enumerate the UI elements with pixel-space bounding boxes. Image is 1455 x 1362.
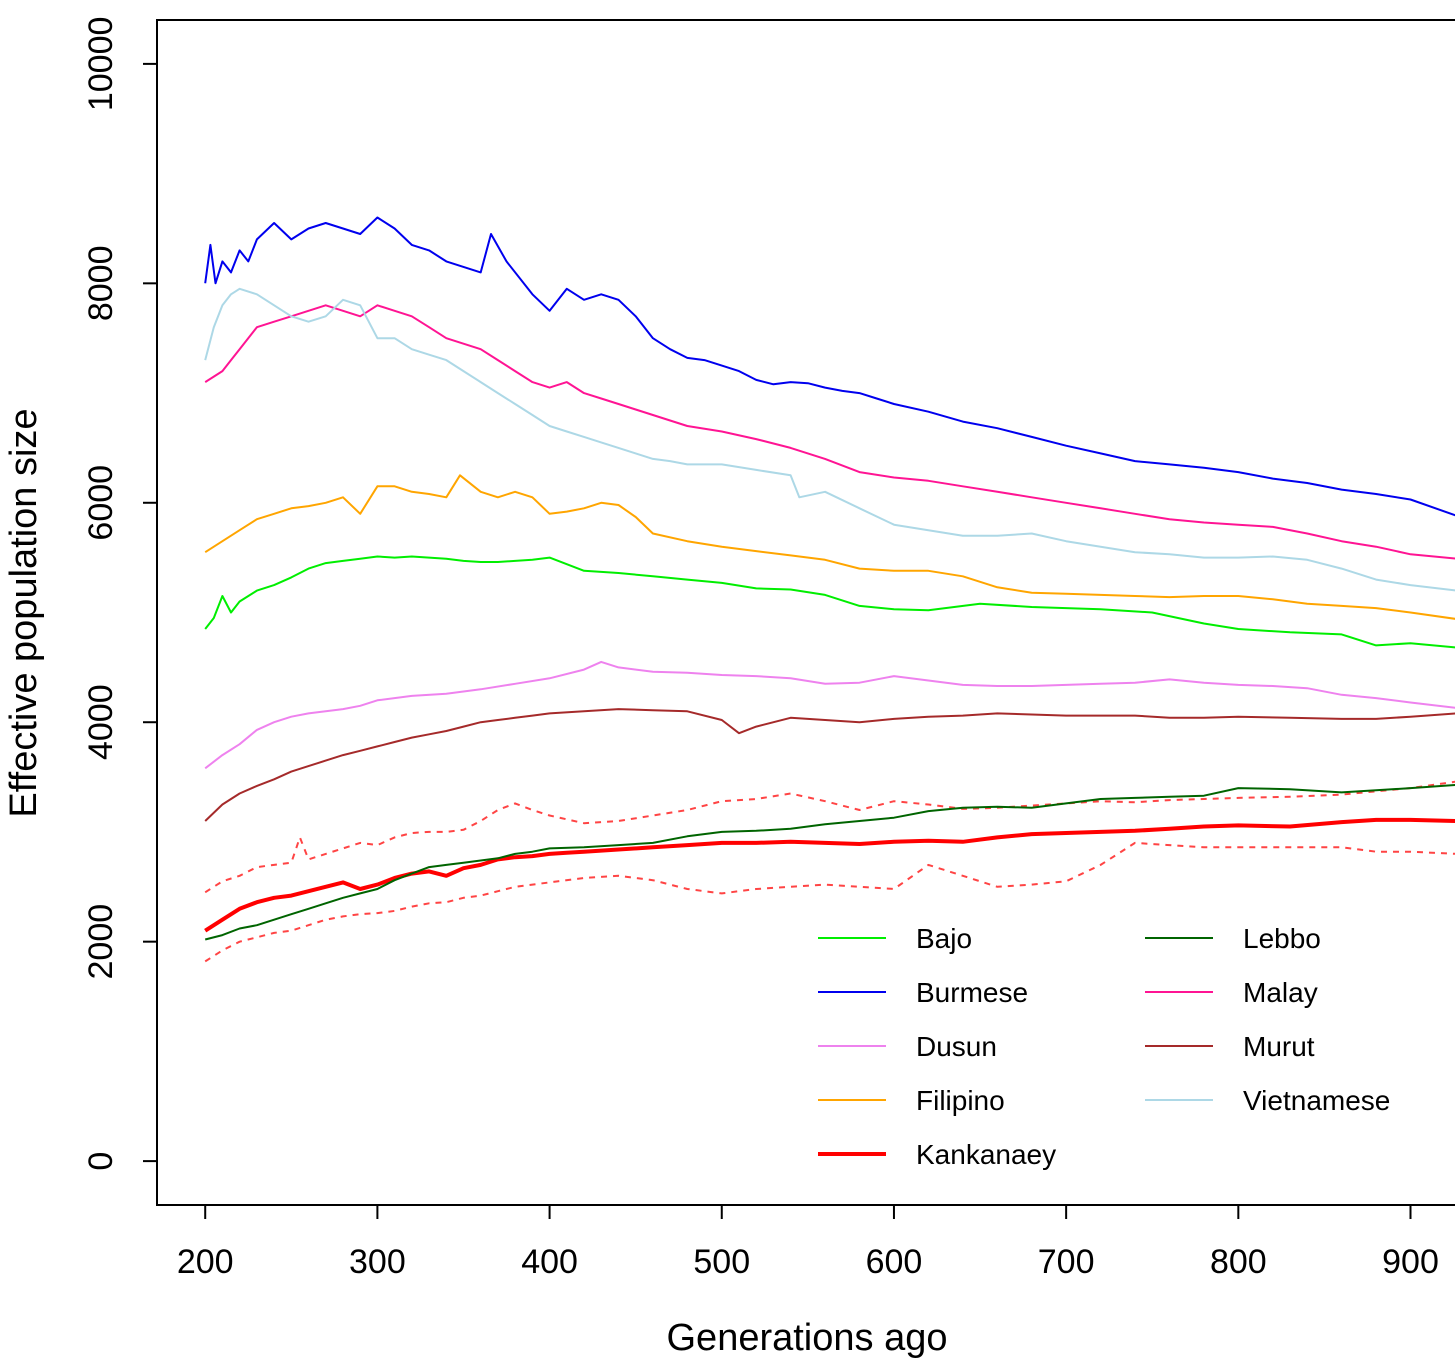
legend: Bajo Burmese Dusun Filipino Kankanaey Lebbo Ma… [818,923,1390,1170]
legend-label: Bajo [916,923,972,954]
legend-label: Kankanaey [916,1139,1056,1170]
series-layer [204,216,1455,963]
legend-label: Malay [1243,977,1318,1008]
series-line-4 [204,817,1455,933]
y-axis-title: Effective population size [3,408,45,817]
x-tick-label: 300 [349,1243,406,1281]
legend-label: Burmese [916,977,1028,1008]
series-line-7 [204,783,1455,941]
series-line-3 [204,474,1455,620]
x-axis: 200 300 400 500 600 700 800 900 [177,1204,1439,1281]
y-tick-label: 10000 [82,17,120,112]
legend-label: Vietnamese [1243,1085,1390,1116]
legend-label: Murut [1243,1031,1315,1062]
series-line-10 [204,287,1455,592]
x-tick-label: 800 [1210,1243,1267,1281]
series-line-0 [204,555,1455,649]
x-tick-label: 200 [177,1243,234,1281]
series-line-8 [204,304,1455,560]
series-line-5 [204,780,1455,894]
x-tick-label: 700 [1038,1243,1095,1281]
legend-label: Lebbo [1243,923,1321,954]
y-axis: 0 2000 4000 6000 8000 10000 [82,17,158,1171]
y-tick-label: 0 [82,1152,120,1171]
series-line-6 [204,841,1455,963]
y-tick-label: 2000 [82,904,120,980]
series-line-9 [204,708,1455,822]
x-tick-label: 500 [693,1243,750,1281]
legend-label: Dusun [916,1031,997,1062]
plot-frame [156,19,1455,1206]
series-line-1 [204,216,1455,517]
x-tick-label: 900 [1382,1243,1439,1281]
x-axis-title: Generations ago [667,1317,948,1359]
y-tick-label: 6000 [82,465,120,541]
y-tick-label: 4000 [82,684,120,760]
x-tick-label: 400 [521,1243,578,1281]
y-tick-label: 8000 [82,246,120,322]
legend-label: Filipino [916,1085,1005,1116]
x-tick-label: 600 [866,1243,923,1281]
series-line-2 [204,660,1455,770]
